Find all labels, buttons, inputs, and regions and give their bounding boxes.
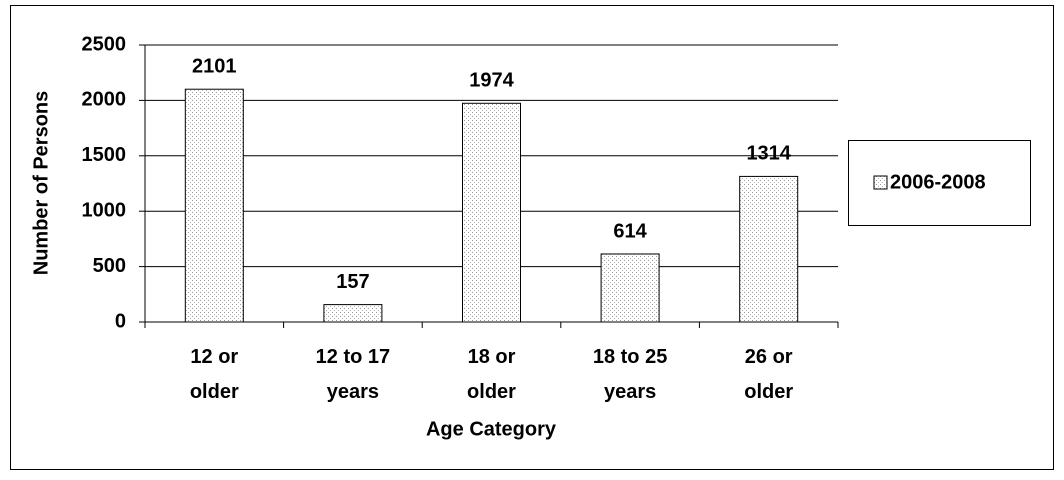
x-tick-label: 12 or older [190,346,239,403]
value-label: 1314 [746,143,791,165]
chart-frame [10,5,1054,470]
y-tick-label: 0 [115,310,126,332]
y-tick-label: 2000 [82,89,127,111]
x-tick-label: 26 or older [744,346,793,403]
y-tick-label: 2500 [82,33,127,55]
bar [600,253,660,323]
value-label: 614 [613,220,647,242]
y-tick-label: 1000 [82,199,127,221]
value-label: 1974 [469,70,514,92]
legend-swatch [873,175,888,190]
value-label: 2101 [192,55,237,77]
bar [184,88,244,323]
legend-label: 2006-2008 [890,171,986,193]
x-tick-label: 18 or older [467,346,516,403]
bar [462,102,521,323]
value-label: 157 [336,271,369,293]
x-tick-label: 12 to 17 years [316,346,390,403]
y-axis-title: Number of Persons [30,91,52,275]
x-tick-label: 18 to 25 years [593,346,667,403]
bar [323,304,383,323]
y-tick-label: 1500 [82,144,127,166]
x-axis-title: Age Category [426,418,557,440]
y-tick-label: 500 [93,255,126,277]
bar [739,175,799,323]
